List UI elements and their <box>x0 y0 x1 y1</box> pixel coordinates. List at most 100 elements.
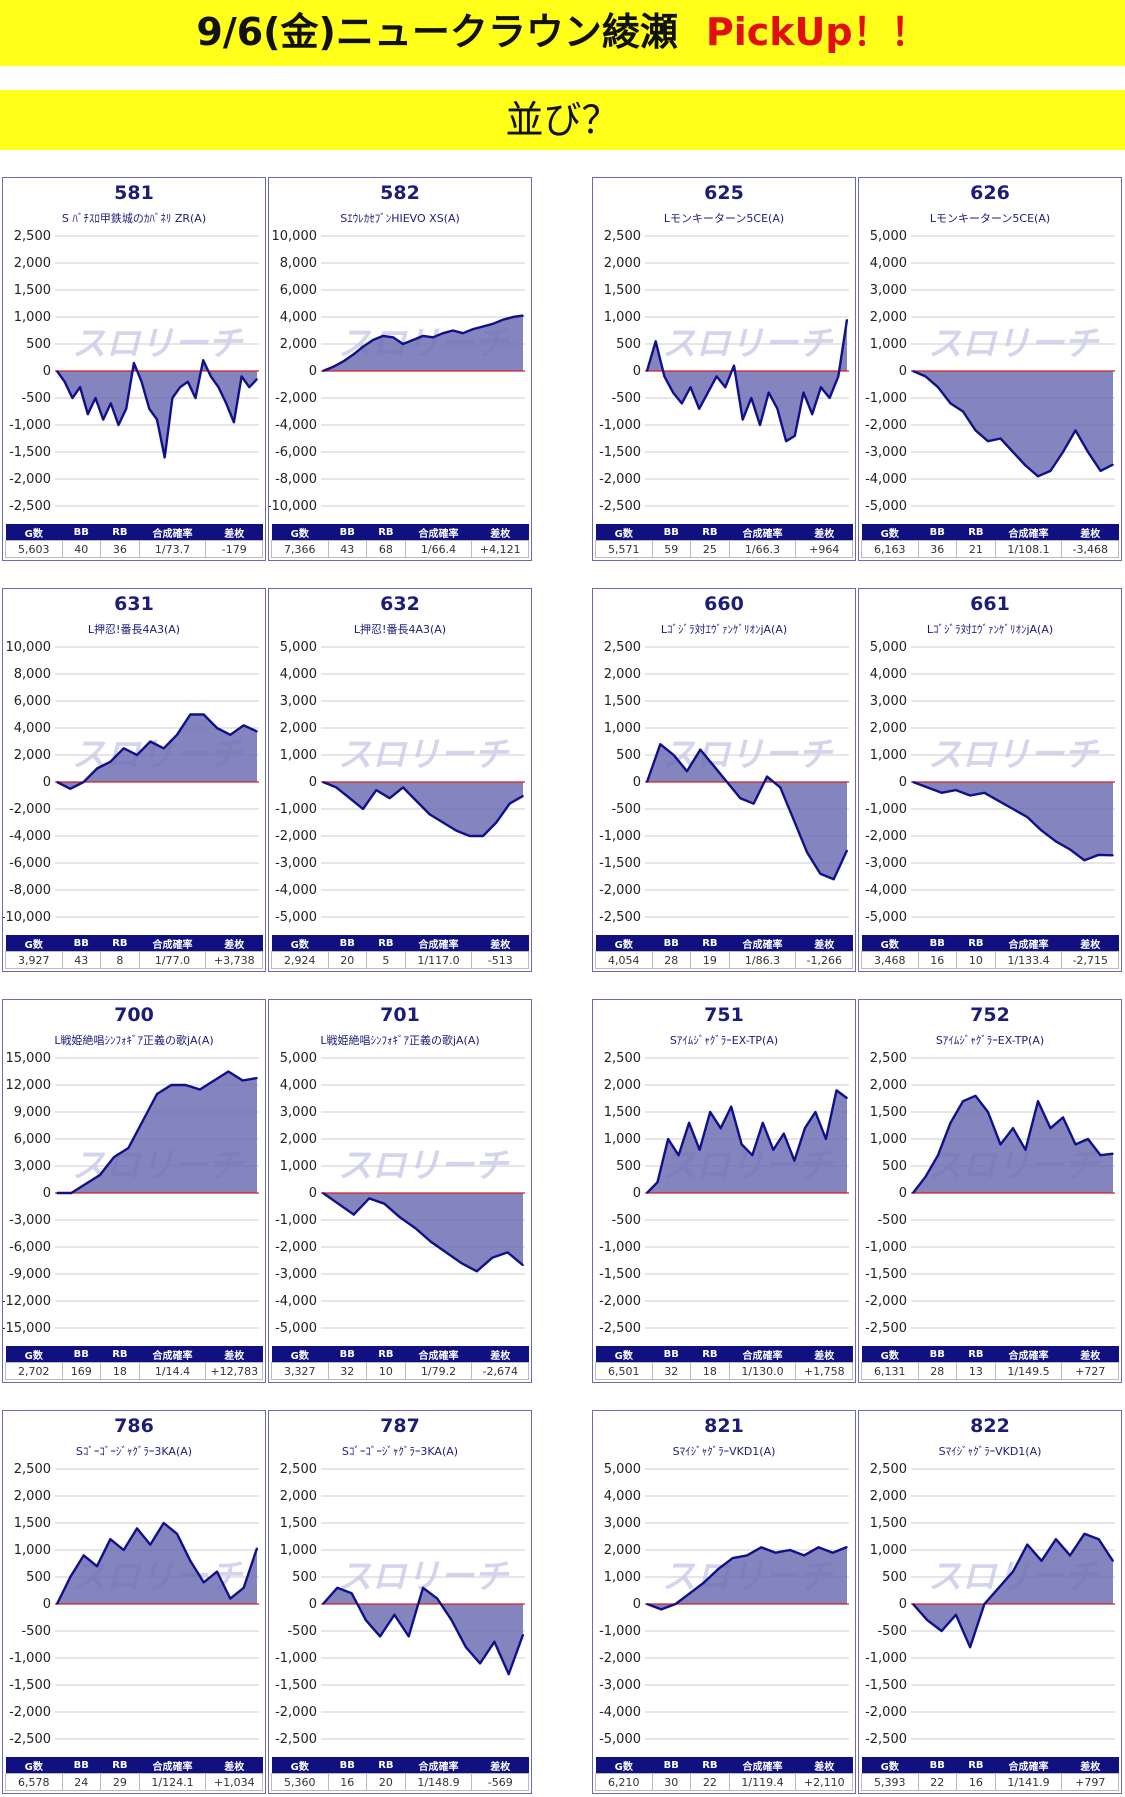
y-tick-label: -1,000 <box>9 418 51 433</box>
y-tick-label: 3,000 <box>870 694 907 709</box>
y-tick-label: 1,000 <box>870 748 907 763</box>
data-point <box>337 1203 340 1205</box>
data-point <box>241 1079 244 1082</box>
y-tick-label: -1,000 <box>865 1240 907 1255</box>
y-tick-label: -1,500 <box>9 445 51 460</box>
data-point <box>1062 1116 1064 1119</box>
data-point <box>350 1592 353 1594</box>
data-point <box>56 1192 58 1194</box>
stats-value-bb: 169 <box>61 1362 102 1380</box>
data-point <box>776 408 779 410</box>
y-tick-label: 5,000 <box>870 229 907 244</box>
data-point <box>750 397 753 399</box>
machine-name: SﾏｲｼﾞｬｸﾞﾗｰVKD1(A) <box>938 1445 1042 1458</box>
stats-header: 合成確率 <box>139 1346 206 1363</box>
stats-header: RB <box>366 1346 406 1363</box>
stats-value-diff: +1,758 <box>795 1362 853 1380</box>
data-point <box>199 1088 201 1091</box>
data-point <box>831 1551 834 1554</box>
y-tick-label: -4,000 <box>865 883 907 898</box>
graph-svg: 5,000 4,000 3,000 2,000 1,000 0 -1,000 -2,000 -3… <box>865 229 1115 514</box>
data-point <box>819 873 822 875</box>
stats-value-g: 6,501 <box>595 1362 653 1380</box>
stats-header: G数 <box>861 524 919 541</box>
data-point <box>184 1084 187 1086</box>
y-tick-label: 2,500 <box>604 640 641 655</box>
data-point <box>99 1174 101 1176</box>
y-tick-label: 0 <box>899 775 907 790</box>
stats-value-bb: 32 <box>327 1362 368 1380</box>
stats-value-prob: 1/14.4 <box>138 1362 207 1380</box>
y-tick-label: -3,000 <box>275 856 317 871</box>
stats-value-diff: -513 <box>471 951 529 969</box>
stats-value-rb: 22 <box>690 1773 730 1791</box>
y-tick-label: 2,000 <box>14 748 51 763</box>
data-point <box>1069 1554 1071 1557</box>
data-point <box>110 402 112 405</box>
data-point <box>176 733 178 736</box>
y-tick-label: -500 <box>21 1624 51 1639</box>
machine-number: 701 <box>380 1004 420 1026</box>
stats-header: BB <box>62 1346 101 1363</box>
stats-value-g: 6,163 <box>861 540 919 558</box>
data-point <box>912 1603 914 1605</box>
stats-header: RB <box>690 524 730 541</box>
y-tick-label: -3,000 <box>599 1678 641 1693</box>
y-tick-label: 4,000 <box>604 1489 641 1504</box>
stats-header: 差枚 <box>205 1346 263 1363</box>
data-point <box>242 1587 245 1589</box>
data-point <box>63 381 66 383</box>
machine-name: SｴｳﾚｶｾﾌﾞﾝHIEVO XS(A) <box>340 212 460 225</box>
data-point <box>495 821 498 824</box>
stats-header: G数 <box>5 1757 63 1774</box>
stats-table: G数 BB RB 合成確率 差枚 5,360 16 20 1/148.9 -569 <box>271 1757 529 1791</box>
y-tick-label: 5,000 <box>870 640 907 655</box>
stats-header: 差枚 <box>795 1346 853 1363</box>
y-tick-label: -2,500 <box>865 1321 907 1336</box>
stats-header: BB <box>918 935 957 952</box>
data-point <box>362 808 364 810</box>
chart-panel-822: 822 SﾏｲｼﾞｬｸﾞﾗｰVKD1(A) 2,500 2,000 1,500 1,000… <box>858 1410 1122 1794</box>
stats-value-prob: 1/108.1 <box>994 540 1063 558</box>
y-tick-label: -4,000 <box>599 1705 641 1720</box>
y-tick-label: -500 <box>877 1624 907 1639</box>
data-point <box>955 789 957 791</box>
machine-name: L戦姫絶唱ｼﾝﾌｫｷﾞｱ正義の歌jA(A) <box>320 1034 480 1047</box>
data-point <box>388 797 391 799</box>
y-tick-label: 0 <box>899 364 907 379</box>
stats-header: RB <box>956 1346 996 1363</box>
data-point <box>674 1603 677 1605</box>
data-point <box>997 1587 1000 1589</box>
data-point <box>491 1257 494 1259</box>
y-tick-label: 1,000 <box>870 1132 907 1147</box>
stats-table: G数 BB RB 合成確率 差枚 3,327 32 10 1/79.2 -2,674 <box>271 1346 529 1380</box>
data-point <box>740 1143 743 1146</box>
stats-value-bb: 22 <box>917 1773 958 1791</box>
y-tick-label: -1,500 <box>599 1267 641 1282</box>
data-point <box>1074 1143 1077 1146</box>
machine-number: 661 <box>970 593 1010 615</box>
page-title: 9/6(金)ニュークラウン綾瀬 <box>196 10 678 54</box>
data-point <box>719 1127 722 1129</box>
data-point <box>730 1105 733 1108</box>
y-tick-label: -2,000 <box>865 1294 907 1309</box>
stats-value-diff: -2,674 <box>471 1362 529 1380</box>
y-tick-label: -1,500 <box>599 856 641 871</box>
y-tick-label: 2,000 <box>870 721 907 736</box>
data-point <box>82 781 85 783</box>
y-tick-label: 4,000 <box>280 1078 317 1093</box>
y-tick-label: 1,000 <box>280 1159 317 1174</box>
data-point <box>322 370 324 372</box>
data-point <box>1026 816 1029 818</box>
data-point <box>717 1568 720 1570</box>
stats-value-prob: 1/66.3 <box>728 540 797 558</box>
y-tick-label: 4,000 <box>280 310 317 325</box>
data-point <box>926 786 929 789</box>
y-tick-label: 6,000 <box>14 694 51 709</box>
data-point <box>202 359 204 361</box>
data-point <box>442 821 444 824</box>
stats-table: G数 BB RB 合成確率 差枚 3,468 16 10 1/133.4 -2,715 <box>861 935 1119 969</box>
data-point <box>162 747 165 750</box>
data-point <box>912 1192 914 1194</box>
stats-value-g: 3,327 <box>271 1362 329 1380</box>
